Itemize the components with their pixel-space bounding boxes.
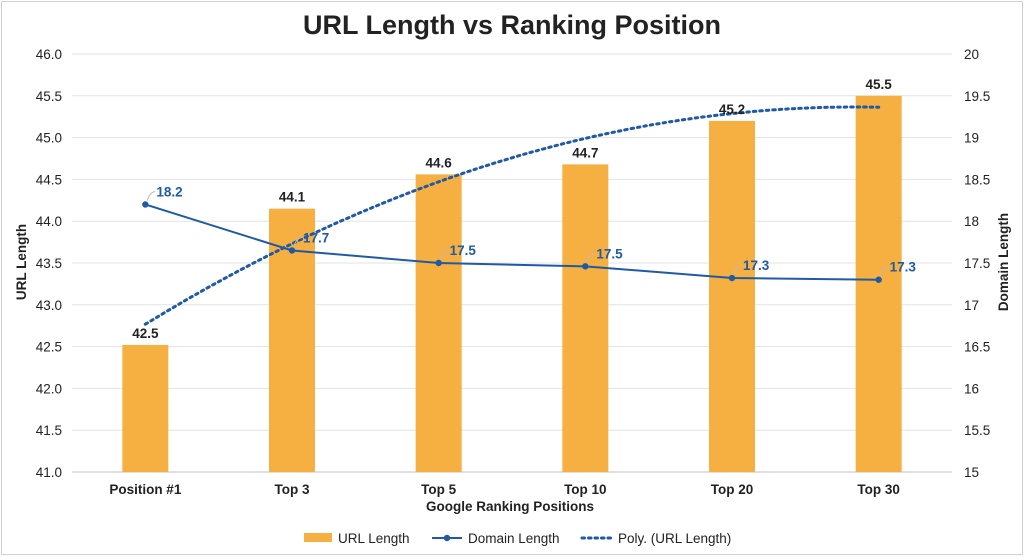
leader-line: [146, 190, 156, 201]
legend-label-url-length: URL Length: [338, 531, 410, 546]
line-data-label: 17.5: [596, 246, 623, 261]
y2-tick-label: 17.5: [964, 256, 990, 271]
bar: [709, 120, 755, 472]
bar: [122, 344, 169, 472]
y2-tick-label: 19: [964, 131, 979, 146]
leader-line: [880, 266, 889, 276]
bar-data-label: 45.2: [719, 102, 745, 117]
line-point: [288, 247, 296, 254]
domain-length-line: [145, 203, 879, 281]
legend-label-domain-length: Domain Length: [468, 531, 560, 546]
y2-tick-label: 16: [964, 381, 979, 396]
leader-line: [586, 252, 596, 263]
line-point: [728, 274, 736, 282]
trendline-group: [143, 105, 881, 326]
line-data-label: 17.3: [890, 260, 917, 275]
legend-label-trendline: Poly. (URL Length): [618, 531, 731, 546]
leader-line: [293, 236, 303, 247]
bar: [562, 164, 609, 473]
y2-tick-label: 19.5: [964, 89, 990, 104]
y-tick-label: 41.5: [36, 423, 62, 438]
y2-tick-label: 16.5: [964, 340, 990, 355]
y-tick-label: 42.0: [36, 381, 62, 396]
legend: URL Length Domain Length Poly. (URL Length…: [304, 531, 731, 546]
leader-line: [440, 249, 449, 260]
line-point: [142, 201, 149, 208]
legend-swatch-url-length: [304, 533, 332, 542]
y-tick-label: 44.5: [36, 172, 62, 187]
bars-group: [122, 95, 902, 473]
data-labels-group: 42.5 44.1 44.6 44.7 45.2 45.5 18.2 17.7 17.5 17.5…: [132, 77, 916, 341]
category-label: Top 10: [564, 482, 607, 497]
bar-data-label: 42.5: [132, 326, 159, 341]
y-tick-label: 44.0: [36, 214, 62, 229]
bar-data-label: 44.6: [426, 155, 453, 170]
chart-title: URL Length vs Ranking Position: [303, 10, 721, 40]
y-axis-ticks: 41.0 41.5 42.0 42.5 43.0 43.5 44.0 44.5 45.0 45.5…: [36, 47, 62, 480]
bar: [415, 174, 462, 472]
y-tick-label: 45.5: [36, 89, 62, 104]
y2-tick-label: 15: [964, 465, 979, 480]
trendline: [143, 105, 881, 326]
category-label: Top 30: [857, 482, 900, 497]
y-tick-label: 41.0: [36, 465, 62, 480]
y2-axis-title: Domain Length: [996, 213, 1011, 311]
line-data-label: 18.2: [156, 184, 182, 199]
y2-tick-label: 18.5: [964, 172, 990, 187]
y2-tick-label: 20: [964, 47, 979, 62]
line-data-label: 17.7: [303, 230, 329, 245]
legend-marker-domain-length: [443, 534, 451, 542]
line-point: [875, 276, 882, 283]
line-data-label: 17.5: [450, 243, 477, 258]
line-data-label: 17.3: [743, 258, 770, 273]
x-axis-title: Google Ranking Positions: [426, 499, 594, 514]
line-point: [435, 259, 442, 267]
leader-line: [733, 264, 743, 275]
y-axis-title: URL Length: [14, 224, 29, 300]
category-label: Top 3: [275, 482, 310, 497]
x-axis-categories: Position #1 Top 3 Top 5 Top 10 Top 20 Top 30: [109, 482, 900, 497]
y2-tick-label: 18: [964, 214, 979, 229]
line-series-group: [142, 190, 889, 283]
y2-tick-label: 15.5: [964, 423, 990, 438]
bar-data-label: 45.5: [866, 77, 893, 92]
y-tick-label: 43.5: [36, 256, 62, 271]
y2-axis-ticks: 15 15.5 16 16.5 17 17.5 18 18.5 19 19.5 20: [964, 47, 990, 480]
grid-lines: [72, 53, 952, 473]
y-tick-label: 43.0: [36, 298, 62, 313]
y2-tick-label: 17: [964, 298, 979, 313]
y-tick-label: 45.0: [36, 131, 62, 146]
y-tick-label: 46.0: [36, 47, 62, 62]
bar-data-label: 44.1: [279, 190, 306, 205]
y-tick-label: 42.5: [36, 340, 62, 355]
bar: [855, 95, 902, 473]
category-label: Top 20: [711, 482, 754, 497]
bar-data-label: 44.7: [572, 145, 598, 160]
line-point: [582, 263, 589, 270]
category-label: Top 5: [421, 482, 456, 497]
category-label: Position #1: [109, 482, 182, 497]
